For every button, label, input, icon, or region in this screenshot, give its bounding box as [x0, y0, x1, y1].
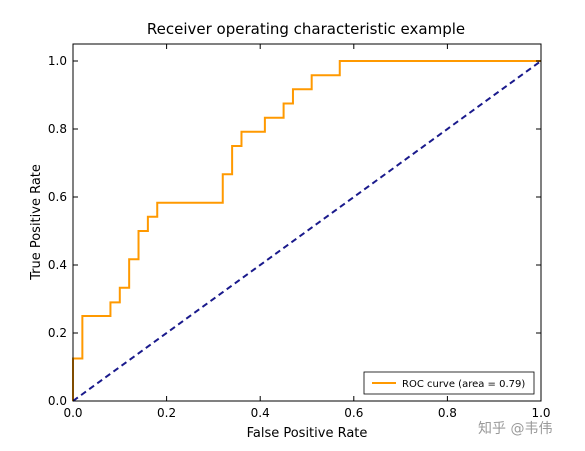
chart-title: Receiver operating characteristic exampl…: [147, 20, 465, 38]
x-tick-label: 0.0: [63, 406, 82, 420]
x-tick-label: 0.4: [251, 406, 270, 420]
legend-box: [363, 371, 535, 395]
watermark: 知乎 @韦伟: [478, 420, 552, 437]
y-tick-label: 0.2: [48, 326, 67, 340]
y-tick-label: 0.6: [48, 190, 67, 204]
y-axis-label: True Positive Rate: [29, 164, 44, 281]
x-axis-label: False Positive Rate: [247, 426, 368, 441]
x-tick-label: 1.0: [531, 406, 550, 420]
legend-label-roc: ROC curve (area = 0.79): [402, 379, 525, 390]
x-tick-label: 0.6: [344, 406, 363, 420]
y-tick-label: 1.0: [48, 54, 67, 68]
chance-diagonal-line: [72, 60, 542, 402]
legend: ROC curve (area = 0.79): [363, 371, 535, 395]
x-tick-label: 0.2: [157, 406, 176, 420]
series-layer: [72, 60, 542, 402]
plot-area: [72, 43, 542, 402]
y-tick-label: 0.0: [48, 394, 67, 408]
y-tick-label: 0.8: [48, 122, 67, 136]
plot-frame: [72, 43, 542, 402]
x-tick-label: 0.8: [438, 406, 457, 420]
y-tick-label: 0.4: [48, 258, 67, 272]
tick-layer: 0.0 0.2 0.4 0.6 0.8 1.0 0.0 0.2 0.4 0.6 0.8 1.0: [48, 44, 551, 420]
roc-curve-line: [72, 60, 541, 401]
